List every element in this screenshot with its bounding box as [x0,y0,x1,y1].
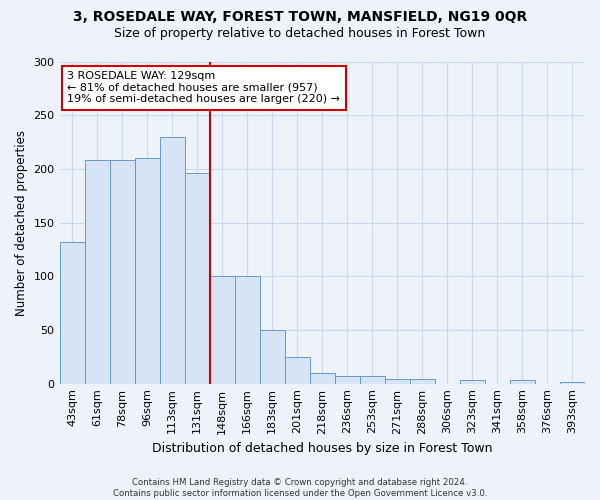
Bar [160,136,185,384]
Bar [510,380,535,384]
Bar [185,173,209,384]
Bar [360,376,385,384]
Text: 3 ROSEDALE WAY: 129sqm
← 81% of detached houses are smaller (957)
19% of semi-de: 3 ROSEDALE WAY: 129sqm ← 81% of detached… [67,71,340,104]
Bar [460,380,485,384]
Bar [134,158,160,384]
Bar [59,242,85,384]
Bar [260,330,285,384]
Bar [285,357,310,384]
Bar [85,160,110,384]
Text: Contains HM Land Registry data © Crown copyright and database right 2024.
Contai: Contains HM Land Registry data © Crown c… [113,478,487,498]
Bar [235,276,260,384]
Text: 3, ROSEDALE WAY, FOREST TOWN, MANSFIELD, NG19 0QR: 3, ROSEDALE WAY, FOREST TOWN, MANSFIELD,… [73,10,527,24]
Bar [410,380,435,384]
Bar [560,382,585,384]
Bar [385,380,410,384]
Bar [110,160,134,384]
Bar [335,376,360,384]
Bar [310,373,335,384]
Y-axis label: Number of detached properties: Number of detached properties [15,130,28,316]
Bar [209,276,235,384]
Text: Size of property relative to detached houses in Forest Town: Size of property relative to detached ho… [115,28,485,40]
X-axis label: Distribution of detached houses by size in Forest Town: Distribution of detached houses by size … [152,442,493,455]
